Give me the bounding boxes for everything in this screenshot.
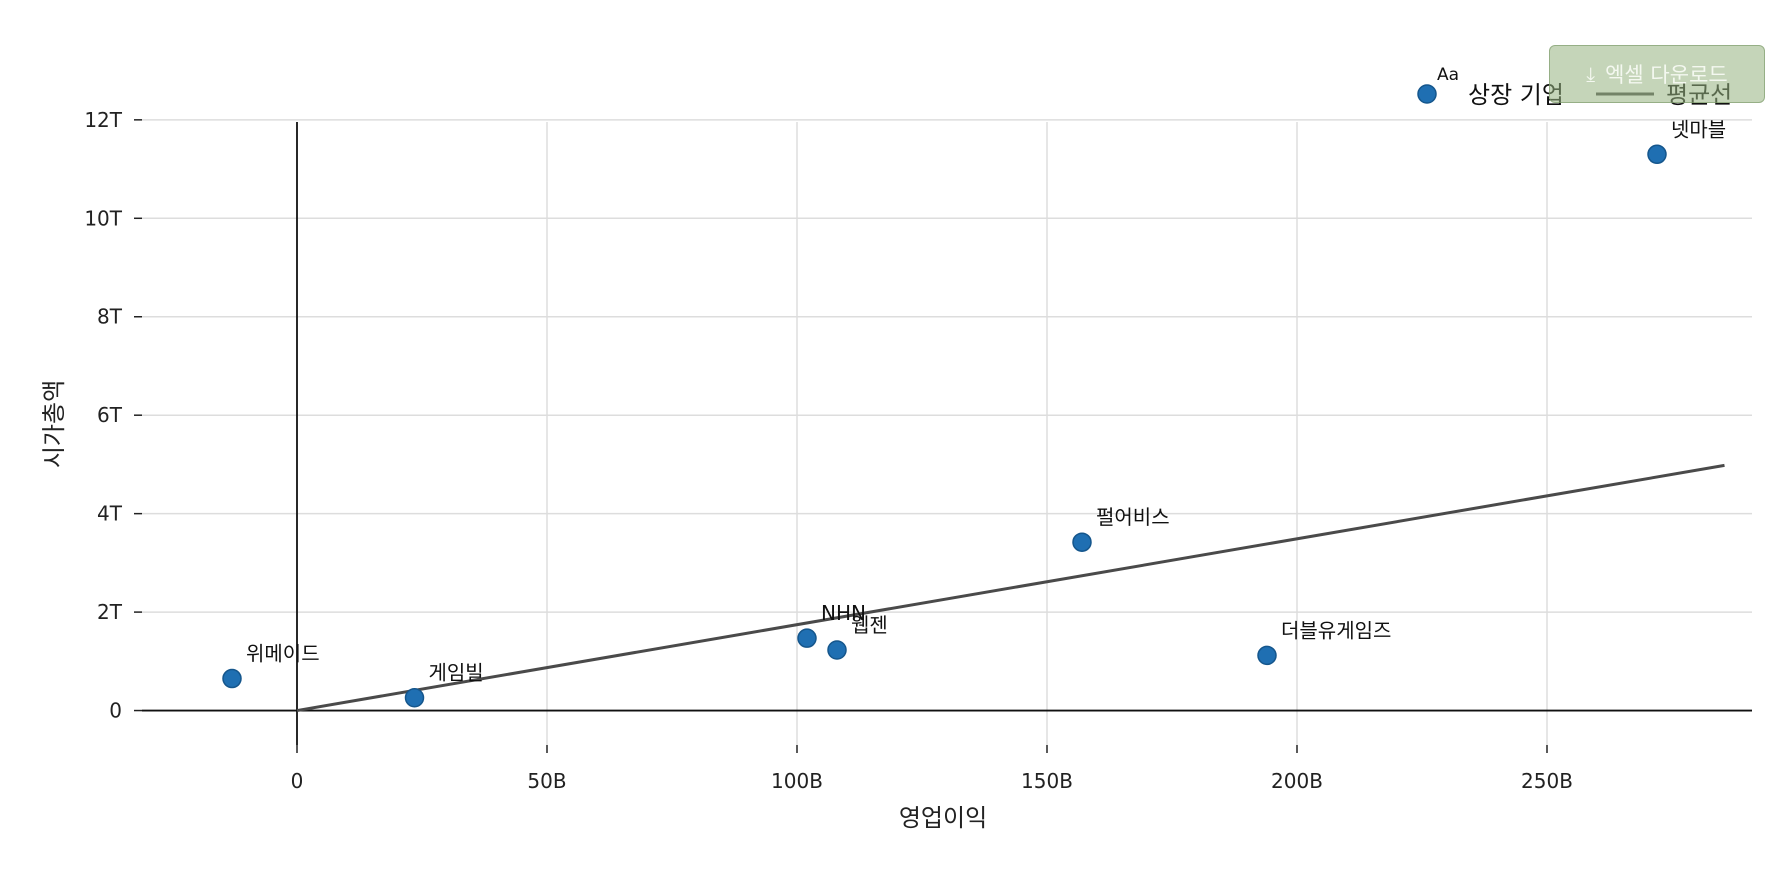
- reference-line-layer: [296, 463, 1725, 713]
- data-point[interactable]: [797, 628, 817, 648]
- y-tick-label: 8T: [97, 305, 123, 329]
- data-point-label: 펄어비스: [1096, 505, 1170, 529]
- tick-labels: 0 2T 4T 6T 8T 10T 12T 0 50B 100B 150B 200B 250B: [84, 108, 1573, 793]
- x-tick-label: 250B: [1521, 769, 1573, 793]
- excel-download-label: 엑셀 다운로드: [1605, 63, 1728, 87]
- legend-marker-listed-companies: [1417, 84, 1437, 104]
- data-point-label: 넷마블: [1671, 117, 1726, 141]
- data-point[interactable]: [827, 640, 847, 660]
- data-point-label: 위메이드: [246, 642, 320, 666]
- grid-layer: [142, 119, 1752, 745]
- download-icon: ⤓: [1586, 62, 1596, 86]
- legend-label-listed-companies: 상장 기업: [1468, 81, 1564, 109]
- data-point-label: 웹젠: [851, 613, 888, 637]
- data-point[interactable]: [1072, 532, 1092, 552]
- data-point[interactable]: [1647, 144, 1667, 165]
- axis-layer: [134, 119, 1752, 753]
- data-point[interactable]: [222, 668, 242, 689]
- data-point[interactable]: [404, 687, 425, 708]
- data-point-label: NHN: [821, 601, 866, 625]
- x-tick-label: 200B: [1271, 769, 1323, 793]
- y-tick-label: 4T: [97, 502, 123, 526]
- excel-download-button[interactable]: ⤓ 엑셀 다운로드: [1549, 45, 1765, 103]
- points-layer: [222, 144, 1667, 708]
- average-line: [296, 463, 1725, 713]
- data-point[interactable]: [1257, 645, 1277, 666]
- x-tick-label: 150B: [1021, 769, 1073, 793]
- y-axis-title: 시가총액: [40, 380, 68, 468]
- x-axis-title: 영업이익: [899, 804, 987, 832]
- x-tick-label: 0: [291, 769, 304, 793]
- legend-aa-mark: Aa: [1437, 65, 1459, 85]
- x-tick-label: 50B: [527, 769, 566, 793]
- y-tick-label: 10T: [84, 206, 122, 230]
- y-tick-label: 6T: [97, 403, 123, 427]
- y-tick-label: 2T: [97, 600, 123, 624]
- x-tick-label: 100B: [771, 769, 823, 793]
- y-tick-label: 0: [109, 699, 122, 723]
- y-tick-label: 12T: [84, 108, 122, 132]
- data-point-label: 게임빌: [429, 661, 484, 685]
- data-point-label: 더블유게임즈: [1281, 618, 1391, 642]
